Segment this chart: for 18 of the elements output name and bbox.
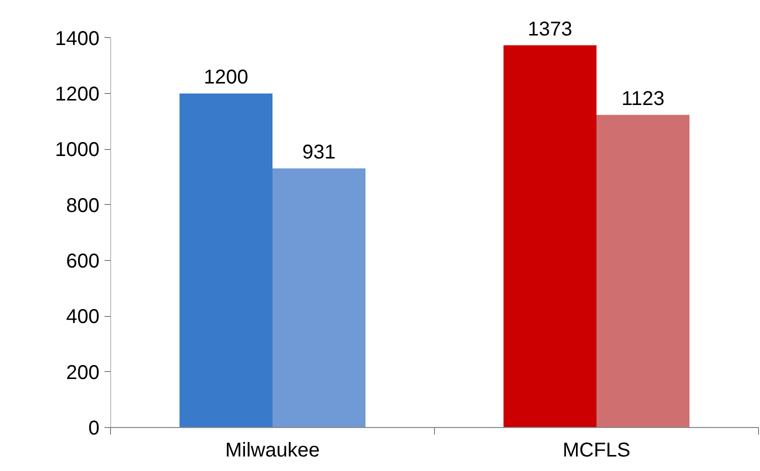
y-tick-label: 600	[66, 250, 100, 272]
y-tick-label: 400	[66, 306, 100, 328]
y-tick-label: 200	[66, 362, 100, 384]
y-tick-label: 800	[66, 194, 100, 217]
data-label: 1123	[621, 88, 665, 110]
y-tick-label: 1000	[55, 139, 100, 162]
y-tick-label: 1200	[55, 83, 100, 106]
bar	[180, 93, 272, 428]
data-label: 931	[302, 141, 336, 164]
y-tick-label: 1400	[55, 28, 100, 50]
bar	[272, 168, 366, 428]
bar	[504, 45, 596, 428]
y-tick-label: 0	[88, 418, 100, 440]
x-tick-label: Milwaukee	[225, 440, 320, 462]
x-tick-label: MCFLS	[562, 440, 630, 462]
data-label: 1373	[528, 18, 572, 40]
data-label: 1200	[204, 66, 248, 88]
bar	[596, 114, 690, 428]
